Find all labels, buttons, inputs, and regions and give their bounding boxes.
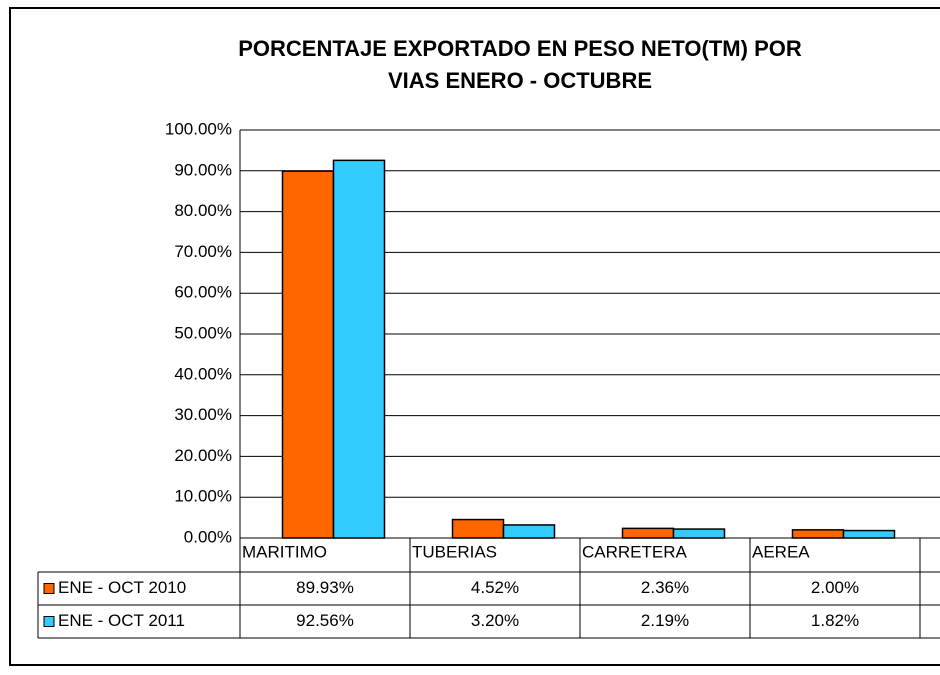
table-value: 2.19% [641, 611, 689, 630]
bar [281, 170, 335, 539]
bar [451, 518, 505, 539]
bar [502, 524, 556, 539]
table-value: 3.20% [471, 611, 519, 630]
chart-border [9, 7, 940, 666]
bar [621, 527, 675, 539]
x-tick-label: TUBERIAS [412, 542, 497, 561]
x-tick-label: AEREA [752, 542, 810, 561]
table-value: 89.93% [296, 578, 354, 597]
legend-key [43, 616, 55, 627]
chart-title: PORCENTAJE EXPORTADO EN PESO NETO(TM) PO… [238, 36, 802, 61]
x-tick-label: MARITIMO [242, 542, 327, 561]
y-tick-label: 60.00% [174, 283, 232, 302]
table-value: 92.56% [296, 611, 354, 630]
bar [842, 529, 896, 539]
y-tick-label: 10.00% [174, 487, 232, 506]
y-tick-label: 40.00% [174, 364, 232, 383]
y-tick-label: 80.00% [174, 201, 232, 220]
y-tick-label: 50.00% [174, 323, 232, 342]
y-tick-label: 0.00% [184, 527, 232, 546]
legend-label: ENE - OCT 2010 [58, 578, 186, 597]
legend-label: ENE - OCT 2011 [58, 611, 185, 630]
y-tick-label: 70.00% [174, 242, 232, 261]
y-tick-label: 20.00% [174, 446, 232, 465]
table-value: 2.36% [641, 578, 689, 597]
y-tick-label: 90.00% [174, 160, 232, 179]
y-tick-label: 30.00% [174, 405, 232, 424]
bar [672, 528, 726, 539]
y-tick-label: 100.00% [165, 119, 232, 138]
legend-key [43, 583, 55, 594]
bar [332, 159, 386, 539]
table-value: 2.00% [811, 578, 859, 597]
x-tick-label: CARRETERA [582, 542, 688, 561]
table-value: 1.82% [811, 611, 859, 630]
chart-title: VIAS ENERO - OCTUBRE [388, 68, 652, 93]
bar [791, 529, 845, 539]
table-value: 4.52% [471, 578, 519, 597]
